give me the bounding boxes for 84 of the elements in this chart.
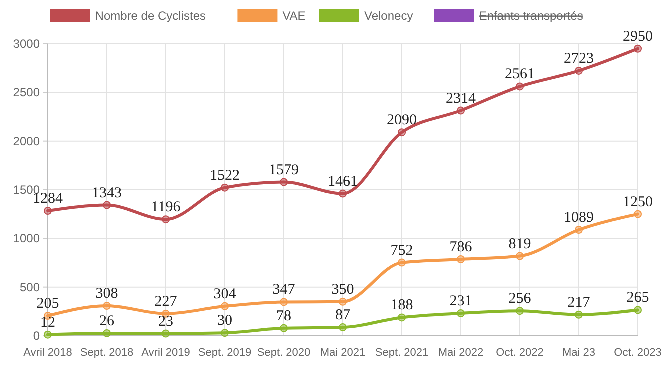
data-label: 1522: [210, 168, 240, 184]
point: [162, 216, 170, 224]
point: [280, 178, 288, 186]
data-label: 1089: [564, 210, 594, 226]
data-label: 347: [272, 282, 296, 298]
x-tick-label: Oct. 2023: [614, 347, 662, 359]
point: [339, 324, 347, 332]
x-tick-label: Sept. 2018: [80, 347, 134, 359]
data-label: 752: [390, 242, 414, 259]
x-tick-label: Mai 2021: [320, 347, 366, 359]
point: [280, 298, 288, 306]
x-tick-label: Oct. 2022: [496, 347, 544, 359]
y-tick-label: 3000: [13, 37, 40, 51]
data-label: 1343: [92, 185, 122, 202]
point: [634, 306, 642, 314]
data-label: 30: [218, 313, 232, 330]
y-tick-label: 500: [20, 280, 40, 294]
data-label: 205: [36, 296, 60, 312]
data-label: 2090: [387, 112, 417, 129]
point: [221, 184, 229, 192]
x-tick-label: Avril 2018: [24, 347, 72, 359]
x-tick-label: Avril 2019: [142, 347, 190, 359]
data-label: 26: [100, 313, 115, 330]
legend-label: VAE: [282, 9, 306, 23]
point: [44, 207, 52, 216]
data-label: 188: [390, 298, 414, 314]
x-tick-label: Sept. 2020: [257, 347, 311, 359]
point: [457, 255, 465, 264]
point: [162, 330, 170, 338]
point: [575, 66, 583, 75]
data-label: 2314: [446, 90, 476, 107]
x-tick-label: Mai 23: [562, 347, 596, 359]
point: [398, 128, 406, 137]
data-label: 819: [508, 236, 532, 252]
data-label: 1196: [151, 200, 182, 216]
data-label: 308: [96, 286, 118, 302]
x-tick-label: Sept. 2019: [198, 347, 252, 359]
point: [457, 106, 465, 115]
data-label: 786: [450, 239, 473, 256]
point: [280, 324, 288, 332]
point: [516, 307, 524, 316]
point: [221, 329, 229, 338]
data-label: 1461: [328, 174, 358, 190]
data-label: 2723: [564, 50, 594, 67]
point: [221, 302, 229, 310]
point: [103, 302, 111, 310]
point: [103, 329, 111, 338]
data-label: 2950: [623, 28, 653, 45]
point: [634, 44, 642, 53]
data-label: 12: [40, 314, 56, 331]
data-label: 2561: [505, 66, 535, 83]
x-tick-label: Mai 2022: [438, 347, 484, 359]
data-label: 217: [568, 294, 591, 311]
data-label: 265: [626, 290, 650, 306]
data-label: 256: [508, 291, 532, 308]
point: [103, 201, 111, 210]
legend-label: Velonecy: [364, 9, 414, 23]
data-label: 87: [336, 308, 351, 324]
point: [575, 310, 583, 319]
data-label: 304: [214, 286, 237, 302]
x-tick-label: Sept. 2021: [375, 347, 429, 359]
point: [398, 258, 406, 267]
point: [398, 314, 406, 322]
y-tick-label: 1000: [13, 232, 40, 246]
point: [339, 298, 347, 306]
point: [516, 82, 524, 91]
point: [575, 226, 583, 234]
y-tick-label: 2000: [13, 134, 40, 148]
point: [516, 252, 524, 260]
legend-label: Nombre de Cyclistes: [95, 9, 206, 23]
data-label: 78: [276, 308, 292, 324]
y-tick-label: 2500: [13, 86, 40, 100]
point: [44, 330, 52, 339]
point: [634, 210, 642, 218]
y-tick-label: 0: [33, 329, 40, 343]
data-label: 227: [154, 294, 178, 310]
data-label: 23: [158, 314, 174, 330]
data-label: 350: [332, 282, 354, 298]
data-label: 1579: [269, 162, 299, 178]
point: [339, 190, 347, 198]
data-label: 231: [450, 294, 472, 310]
point: [457, 310, 465, 318]
data-label: 1250: [623, 194, 653, 210]
legend-label: Enfants transportés: [479, 9, 584, 23]
